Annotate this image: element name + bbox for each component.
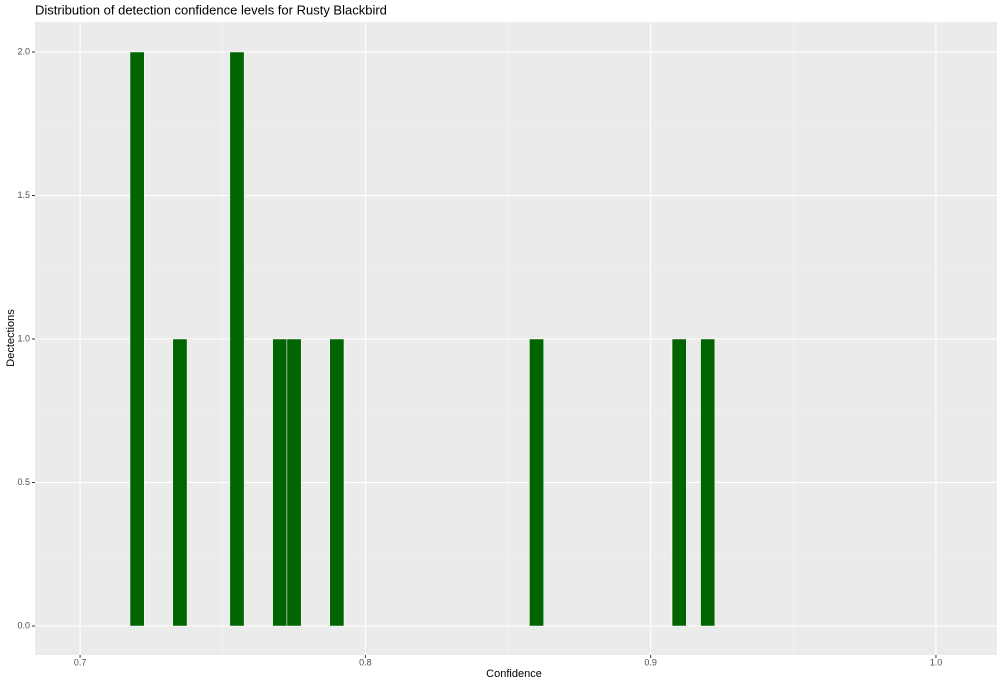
y-tick-label: 1.5 [17,190,30,200]
bar [272,338,288,627]
x-axis-label: Confidence [486,668,542,680]
y-tick-label: 2.0 [17,46,30,56]
x-tick-label: 0.8 [359,657,372,667]
bar [671,338,687,627]
bar [329,338,345,627]
bar [529,338,544,627]
x-tick-label: 0.9 [644,657,657,667]
bar [700,338,716,627]
bar [172,338,188,627]
y-tick-label: 0.5 [17,477,30,487]
y-tick-label: 1.0 [17,333,30,343]
chart-title: Distribution of detection confidence lev… [35,2,387,17]
y-tick-label: 0.0 [17,620,30,630]
bar [286,338,302,627]
y-axis-label: Dectections [5,309,17,367]
x-tick-label: 0.7 [74,657,87,667]
bar [129,51,145,627]
x-tick-label: 1.0 [930,657,943,667]
bar [229,51,245,627]
